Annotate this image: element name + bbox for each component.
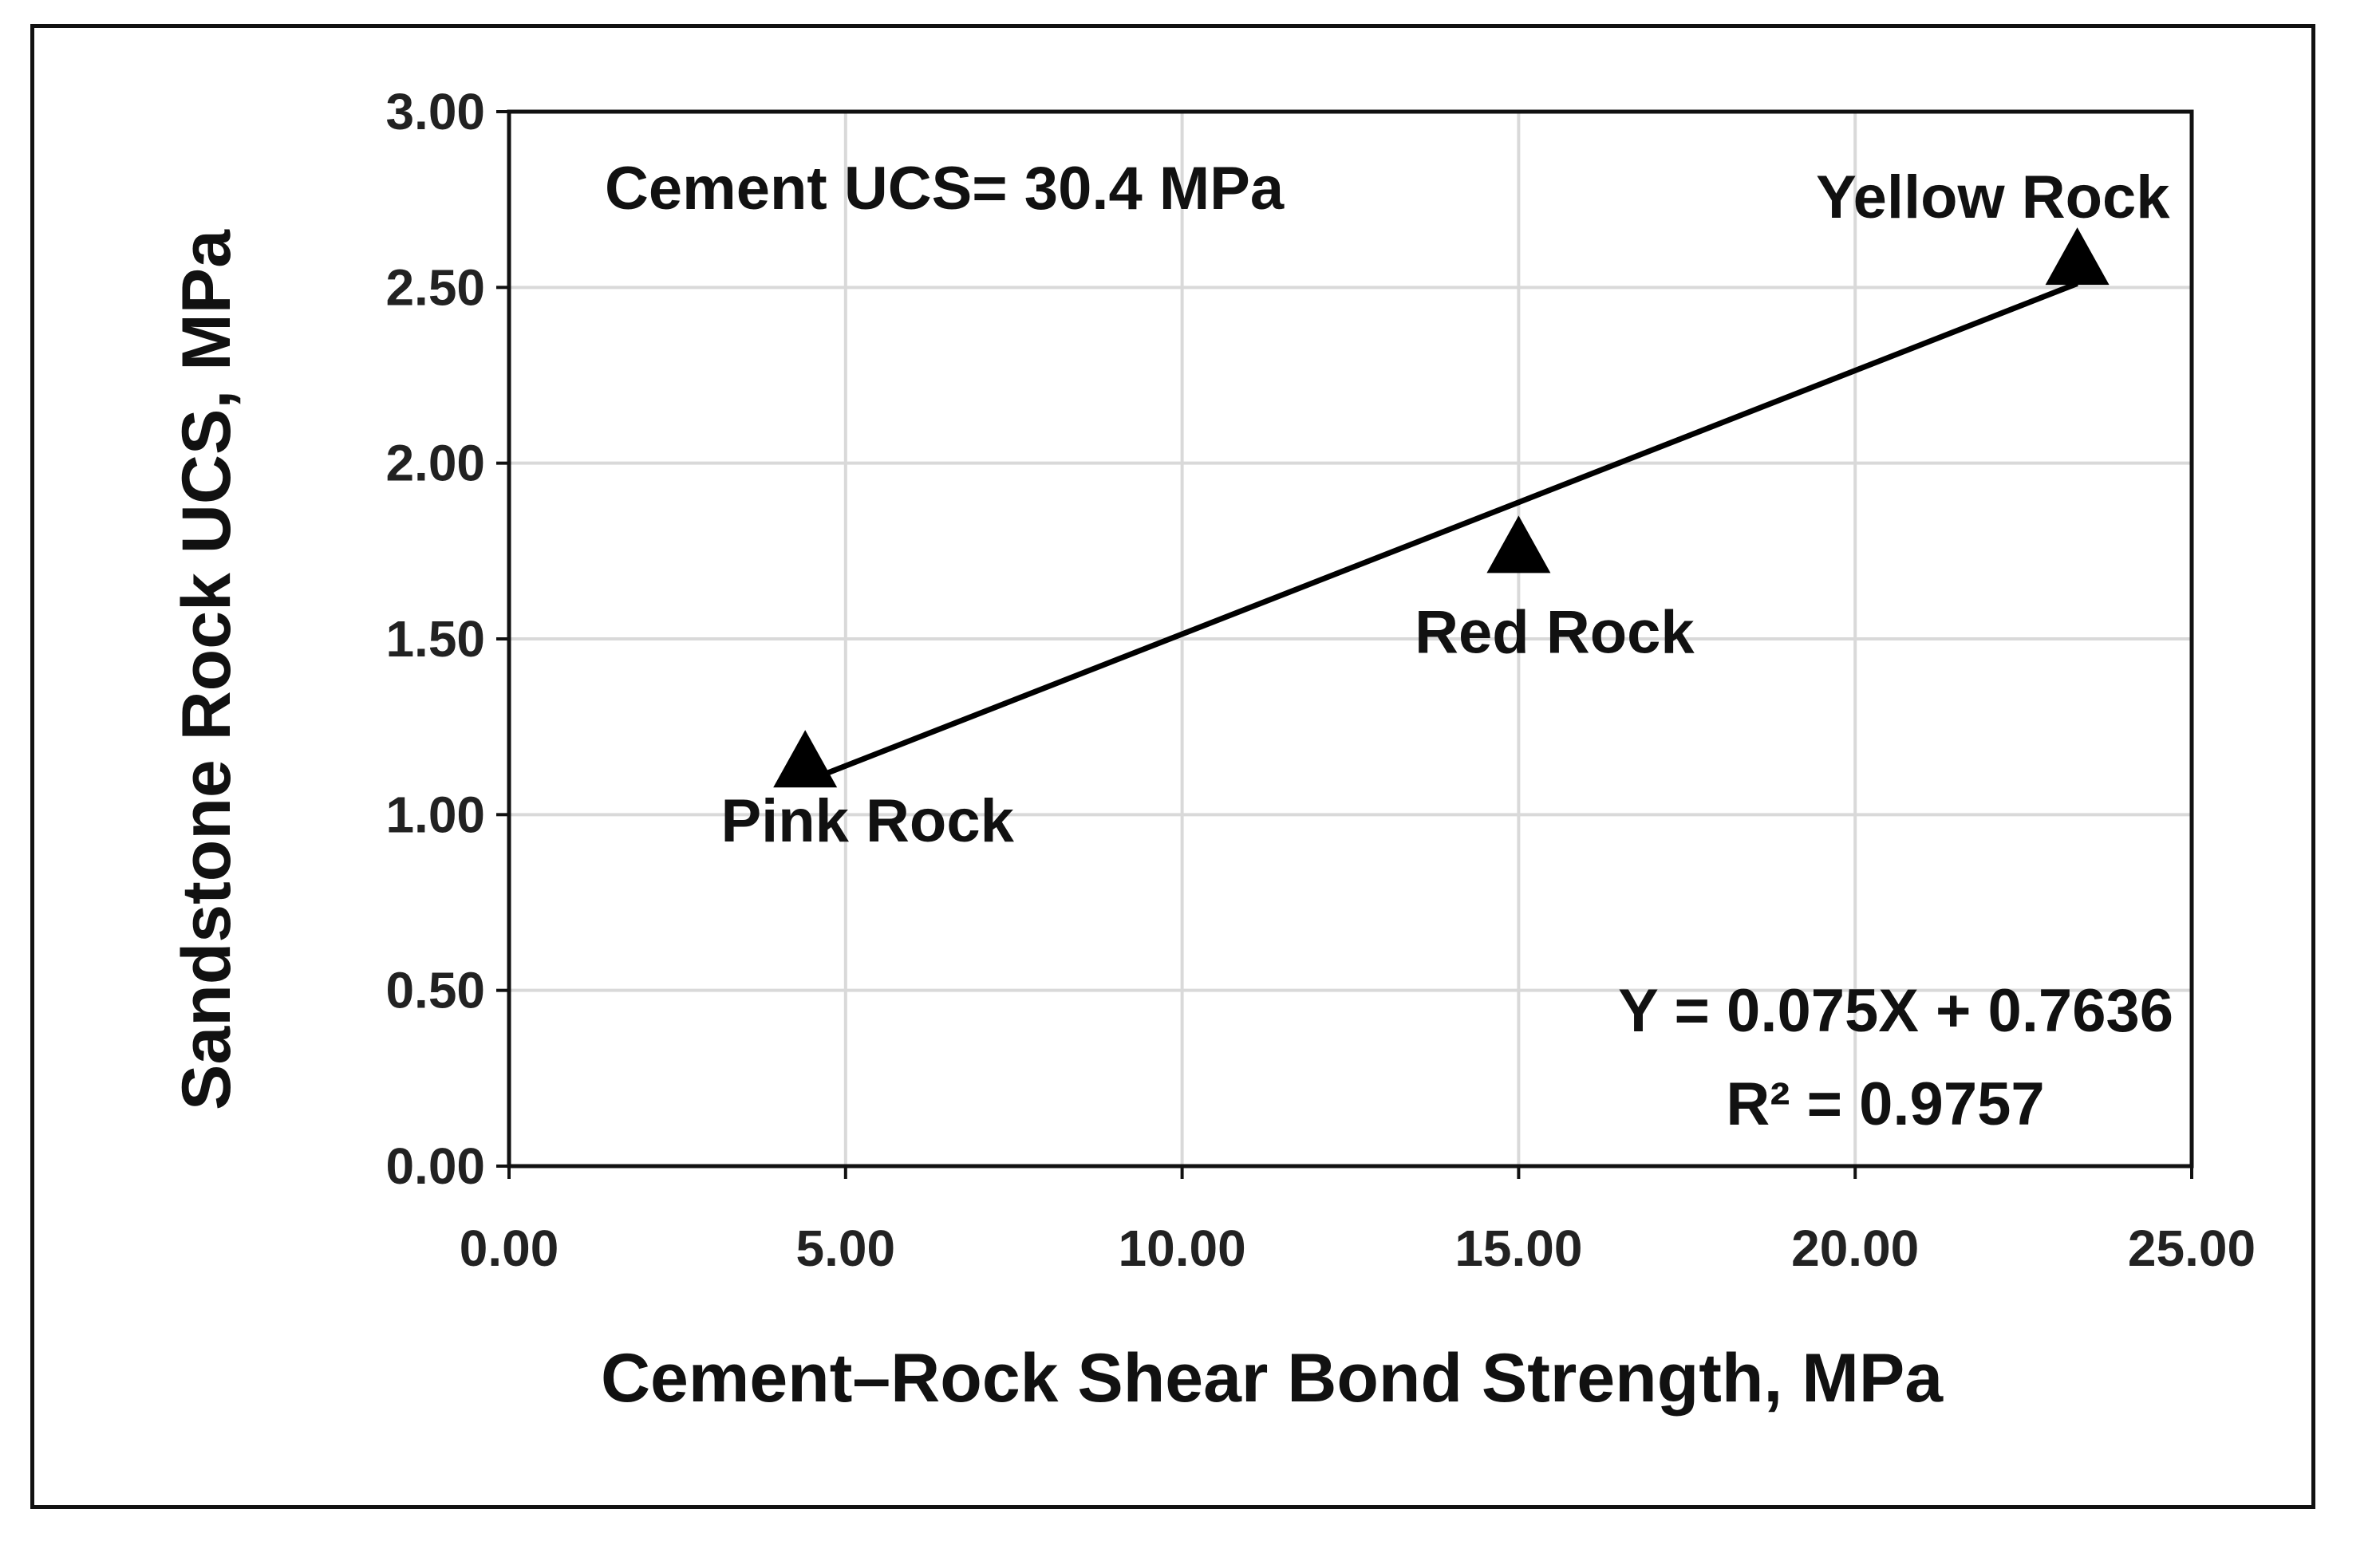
trendline-equation: Y = 0.075X + 0.7636	[1618, 977, 2173, 1045]
x-tick-label: 0.00	[460, 1220, 559, 1277]
triangle-marker	[1486, 515, 1551, 573]
y-tick-label: 3.00	[385, 83, 485, 140]
figure-frame	[30, 24, 2315, 1509]
y-tick-label: 0.00	[385, 1137, 485, 1195]
y-tick-label: 1.00	[385, 786, 485, 843]
tick-labels: 0.00 5.00 10.00 15.00 20.00 25.00 0.00 0.50 1.00…	[385, 83, 2256, 1277]
x-tick-label: 15.00	[1454, 1220, 1582, 1277]
x-tick-label: 25.00	[2128, 1220, 2256, 1277]
point-label: Yellow Rock	[1816, 164, 2170, 231]
y-tick-label: 0.50	[385, 962, 485, 1019]
y-tick-label: 2.50	[385, 258, 485, 316]
point-labels: Pink Rock Red Rock Yellow Rock	[720, 164, 2170, 855]
y-tick-label: 1.50	[385, 610, 485, 668]
point-label: Pink Rock	[720, 787, 1014, 855]
triangle-marker	[2045, 227, 2110, 286]
y-tick-label: 2.00	[385, 435, 485, 492]
x-tick-label: 10.00	[1119, 1220, 1246, 1277]
trendline	[803, 281, 2078, 785]
point-label: Red Rock	[1415, 598, 1695, 666]
triangle-marker	[773, 730, 838, 788]
x-axis-title: Cement–Rock Shear Bond Strength, MPa	[601, 1340, 1944, 1417]
y-axis-title: Sandstone Rock UCS, MPa	[168, 229, 245, 1110]
x-tick-label: 20.00	[1791, 1220, 1919, 1277]
r-squared-label: R² = 0.9757	[1726, 1070, 2044, 1138]
x-tick-label: 5.00	[796, 1220, 896, 1277]
axis-ticks	[496, 110, 2193, 1179]
cement-ucs-note: Cement UCS= 30.4 MPa	[605, 155, 1285, 223]
data-points	[773, 227, 2110, 788]
